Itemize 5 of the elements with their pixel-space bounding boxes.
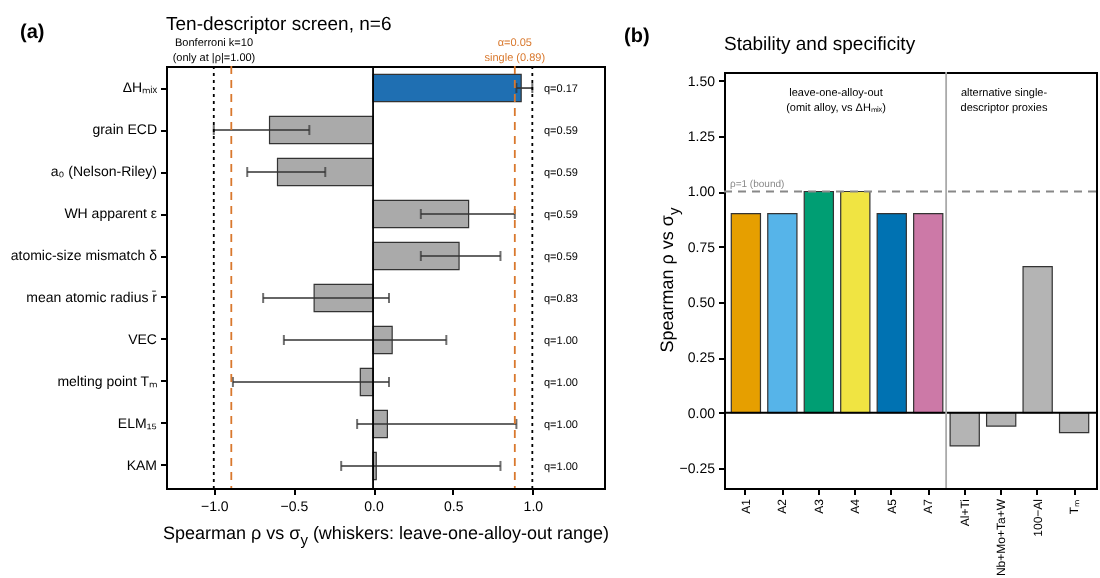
text: (a) bbox=[20, 22, 45, 44]
x-axis-title: Spearman ρ vs σ$_{y}$ (whiskers: leave-one-alloy-out range) bbox=[162, 523, 610, 549]
chart-title: Stability and specificity bbox=[724, 34, 916, 56]
chart-title: Ten-descriptor screen, n=6 bbox=[166, 14, 392, 36]
text: (b) bbox=[624, 26, 650, 48]
